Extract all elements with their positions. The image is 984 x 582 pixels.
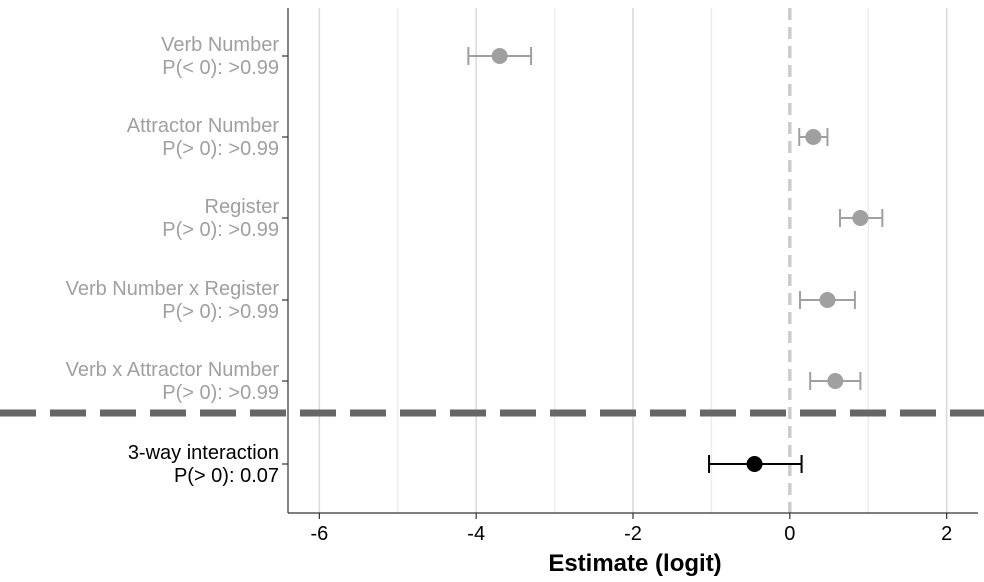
- row-probability: P(> 0): >0.99: [162, 382, 279, 404]
- x-axis-title: Estimate (logit): [548, 550, 721, 577]
- estimate-point: [852, 210, 869, 226]
- row-label: Attractor Number: [127, 115, 280, 137]
- x-tick-label: 2: [941, 523, 952, 545]
- estimate-point: [491, 48, 508, 64]
- x-tick-label: 0: [784, 523, 795, 545]
- row-probability: P(> 0): >0.99: [162, 138, 279, 160]
- row-probability: P(> 0): >0.99: [162, 219, 279, 241]
- x-tick-label: -2: [624, 523, 642, 545]
- row-label: Verb x Attractor Number: [66, 359, 280, 381]
- estimate-point: [827, 373, 844, 389]
- row-label: Register: [205, 196, 280, 218]
- estimate-point: [805, 129, 822, 145]
- estimate-point: [746, 456, 763, 472]
- row-probability: P(> 0): >0.99: [162, 301, 279, 323]
- row-probability: P(> 0): 0.07: [174, 465, 279, 487]
- row-label: Verb Number x Register: [66, 278, 280, 300]
- x-tick-label: -4: [467, 523, 485, 545]
- row-label: Verb Number: [161, 34, 279, 56]
- row-label: 3-way interaction: [128, 442, 279, 464]
- row-probability: P(< 0): >0.99: [162, 57, 279, 79]
- x-tick-label: -6: [310, 523, 328, 545]
- estimate-point: [819, 292, 836, 308]
